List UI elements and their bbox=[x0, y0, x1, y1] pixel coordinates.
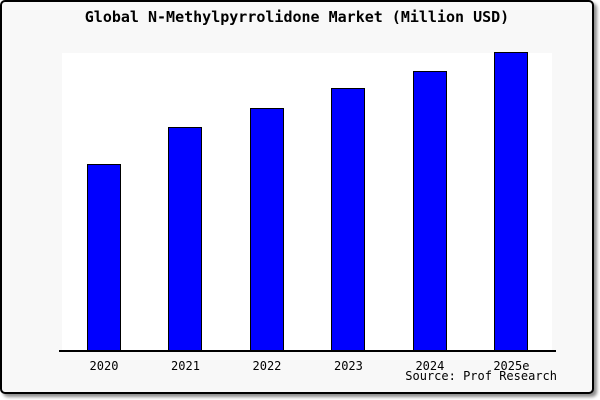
x-tick-2024: 2024 bbox=[415, 359, 445, 373]
bar-2020 bbox=[87, 164, 121, 351]
x-tick-2022: 2022 bbox=[252, 359, 282, 373]
x-tick-2020: 2020 bbox=[89, 359, 119, 373]
bar-2024 bbox=[412, 71, 447, 351]
plot-area: 2020 2021 2022 2023 2024 2025e bbox=[59, 52, 556, 373]
x-tick-2025e: 2025e bbox=[493, 359, 530, 373]
x-axis-line bbox=[59, 350, 556, 352]
source-credit: Source: Prof Research bbox=[405, 369, 557, 383]
x-tick-2021: 2021 bbox=[171, 359, 200, 373]
chart-figure: Global N-Methylpyrrolidone Market (Milli… bbox=[0, 0, 594, 394]
x-tick-2023: 2023 bbox=[333, 359, 363, 373]
bar-2025e bbox=[494, 52, 529, 351]
bar-2023 bbox=[331, 88, 366, 351]
bar-2022 bbox=[249, 108, 284, 351]
chart-title: Global N-Methylpyrrolidone Market (Milli… bbox=[84, 8, 510, 26]
bar-2021 bbox=[168, 127, 203, 351]
